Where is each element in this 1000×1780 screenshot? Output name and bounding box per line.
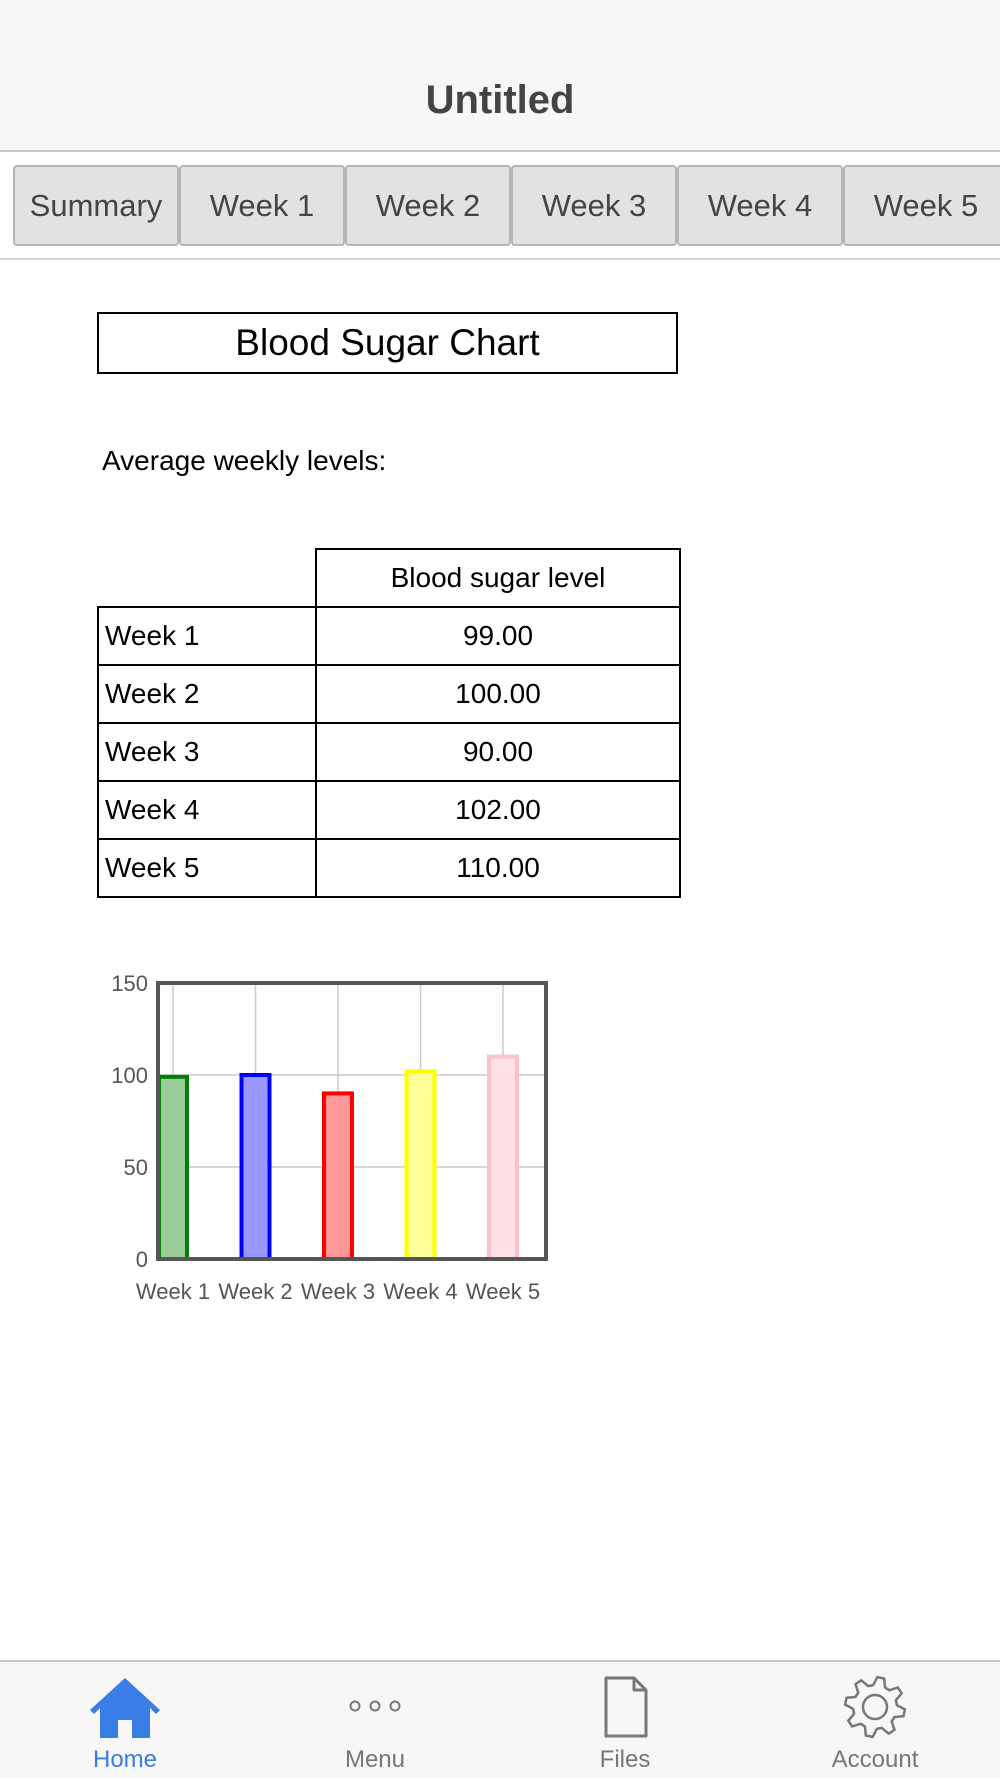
week-cell: Week 1: [97, 606, 317, 666]
app-title: Untitled: [425, 78, 575, 122]
more-icon: [349, 1700, 401, 1712]
nav-menu[interactable]: Menu: [250, 1662, 500, 1780]
value-cell: 99.00: [315, 606, 681, 666]
nav-account-label: Account: [831, 1746, 919, 1773]
bar-week-3: [322, 1091, 354, 1261]
x-tick-label: Week 2: [218, 1279, 292, 1304]
nav-home[interactable]: Home: [0, 1662, 250, 1780]
table-header-row: Blood sugar level: [98, 548, 681, 608]
nav-menu-label: Menu: [344, 1746, 406, 1773]
y-tick-label: 150: [111, 971, 148, 996]
table-row: Week 1 99.00: [97, 606, 681, 666]
nav-files[interactable]: Files: [500, 1662, 750, 1780]
table-row: Week 3 90.00: [97, 722, 681, 782]
x-tick-label: Week 1: [136, 1279, 210, 1304]
tab-week-4[interactable]: Week 4: [677, 165, 843, 246]
table-corner-cell: [98, 549, 317, 608]
bar-week-2: [239, 1073, 272, 1261]
tab-strip: Summary Week 1 Week 2 Week 3 Week 4 Week…: [0, 152, 1000, 260]
value-cell: 100.00: [315, 664, 681, 724]
value-cell: 110.00: [315, 838, 681, 898]
tab-week-2[interactable]: Week 2: [345, 165, 511, 246]
nav-account[interactable]: Account: [750, 1662, 1000, 1780]
bar-week-4: [404, 1069, 437, 1261]
gear-icon: [843, 1675, 907, 1739]
x-tick-label: Week 5: [466, 1279, 540, 1304]
bottom-nav: Home Menu Files Account: [0, 1660, 1000, 1778]
sheet-title: Blood Sugar Chart: [97, 312, 678, 374]
table-row: Week 4 102.00: [97, 780, 681, 840]
nav-files-label: Files: [599, 1746, 651, 1773]
week-cell: Week 5: [97, 838, 317, 898]
plot-frame: [156, 981, 548, 1261]
file-icon: [604, 1676, 648, 1738]
y-tick-label: 0: [136, 1247, 148, 1272]
y-tick-label: 50: [124, 1155, 148, 1180]
table-row: Week 5 110.00: [97, 838, 681, 898]
tab-week-5[interactable]: Week 5: [843, 165, 1000, 246]
sheet-subtitle: Average weekly levels:: [102, 445, 387, 476]
tab-week-1[interactable]: Week 1: [179, 165, 345, 246]
week-cell: Week 4: [97, 780, 317, 840]
x-tick-label: Week 4: [383, 1279, 457, 1304]
tab-summary[interactable]: Summary: [13, 165, 179, 246]
table-row: Week 2 100.00: [97, 664, 681, 724]
value-cell: 90.00: [315, 722, 681, 782]
x-tick-label: Week 3: [301, 1279, 375, 1304]
blood-sugar-bar-chart: 0 50 100 150 Week 1 Week 2 Week 3 Week 4 Week 5: [111, 971, 548, 1304]
home-icon: [90, 1678, 160, 1738]
tab-week-3[interactable]: Week 3: [511, 165, 677, 246]
week-cell: Week 3: [97, 722, 317, 782]
levels-table: Blood sugar level Week 1 99.00 Week 2 10…: [97, 548, 681, 898]
bar-week-1: [157, 1074, 189, 1261]
value-cell: 102.00: [315, 780, 681, 840]
y-tick-label: 100: [111, 1063, 148, 1088]
title-bar: Untitled: [0, 0, 1000, 152]
gear-outline: [843, 1675, 907, 1739]
bar-week-5: [487, 1054, 519, 1261]
nav-home-label: Home: [92, 1746, 158, 1773]
week-cell: Week 2: [97, 664, 317, 724]
table-header-cell: Blood sugar level: [315, 548, 681, 608]
